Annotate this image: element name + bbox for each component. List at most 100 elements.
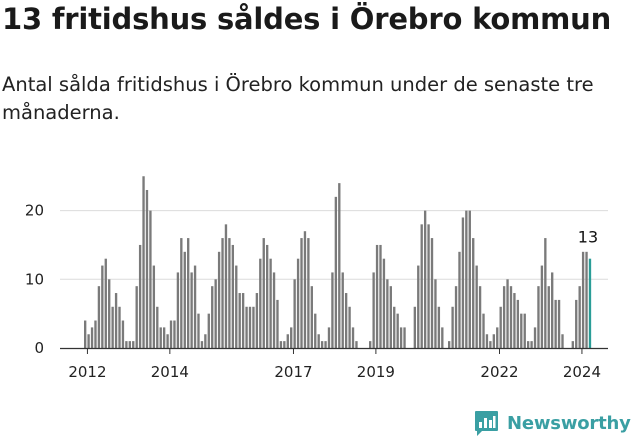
bar: [423, 210, 427, 348]
bar: [386, 279, 389, 348]
y-tick-label: 10: [25, 270, 44, 288]
bar: [396, 313, 399, 348]
bar: [496, 327, 499, 348]
bar: [87, 334, 90, 348]
bar: [266, 244, 269, 348]
bar: [427, 224, 430, 348]
bar: [152, 265, 156, 348]
bar: [403, 327, 406, 348]
bar: [262, 238, 265, 348]
bar: [114, 293, 118, 348]
bar: [204, 334, 207, 348]
bar: [441, 327, 444, 348]
bar: [585, 251, 588, 348]
bar: [193, 265, 197, 348]
bar: [554, 299, 557, 348]
bar: [320, 341, 324, 348]
bar: [187, 238, 190, 348]
bar: [166, 334, 169, 348]
bar: [485, 334, 489, 348]
bar: [458, 251, 461, 348]
bar: [578, 286, 581, 348]
bar: [372, 272, 375, 348]
bar: [492, 334, 495, 348]
bar: [108, 279, 111, 348]
bar: [348, 306, 351, 348]
bar: [197, 313, 200, 348]
bar: [499, 306, 502, 348]
bar: [468, 210, 471, 348]
bar: [413, 306, 417, 348]
bar: [324, 341, 327, 348]
bar: [544, 238, 547, 348]
page-subtitle: Antal sålda fritidshus i Örebro kommun u…: [2, 73, 594, 124]
bar: [118, 306, 121, 348]
bar: [472, 238, 475, 348]
bar: [461, 217, 465, 348]
bar: [509, 286, 513, 348]
bar: [276, 299, 279, 348]
bar: [327, 327, 331, 348]
bar: [221, 238, 224, 348]
bar: [523, 313, 526, 348]
bar: [369, 341, 372, 348]
bar: [128, 341, 131, 348]
bars: [84, 176, 592, 348]
bar: [241, 293, 245, 348]
bar: [169, 320, 173, 348]
bar: [310, 286, 313, 348]
bar: [417, 265, 420, 348]
bar: [307, 238, 310, 348]
bar: [231, 244, 235, 348]
bar: [290, 327, 293, 348]
bar: [334, 196, 338, 348]
bar: [448, 341, 451, 348]
bar: [379, 244, 382, 348]
bar: [176, 272, 180, 348]
bar: [506, 279, 509, 348]
bar: [138, 244, 142, 348]
bar: [300, 238, 303, 348]
bar: [331, 272, 334, 348]
bar: [420, 224, 423, 348]
x-tick-label: 2017: [274, 363, 312, 381]
bar: [344, 293, 348, 348]
bar: [111, 306, 114, 348]
bar: [272, 272, 276, 348]
bar: [159, 327, 162, 348]
x-axis-ticks: 2012 2014 2017 2019 2022 2024: [68, 349, 601, 381]
brand-name: Newsworthy: [507, 412, 631, 434]
y-tick-label: 20: [25, 202, 44, 220]
bar: [279, 341, 283, 348]
bar-latest: [588, 258, 592, 348]
bar: [437, 306, 441, 348]
y-axis-ticks: 0 10 20: [25, 202, 44, 357]
bar: [149, 210, 152, 348]
bar: [248, 306, 252, 348]
bar: [451, 306, 454, 348]
x-tick-label: 2022: [480, 363, 518, 381]
bar: [121, 320, 125, 348]
newsworthy-logo-icon: [475, 410, 498, 436]
bar: [547, 286, 550, 348]
bar: [145, 189, 149, 348]
bar: [180, 238, 183, 348]
bar: [173, 320, 176, 348]
bar: [211, 286, 214, 348]
bar: [533, 327, 537, 348]
bar: [489, 341, 492, 348]
x-tick-label: 2012: [68, 363, 106, 381]
bar: [393, 306, 396, 348]
bar: [283, 341, 286, 348]
bar: [293, 279, 296, 348]
bar: [245, 306, 248, 348]
bar: [454, 286, 458, 348]
bar: [581, 251, 585, 348]
bar: [190, 272, 193, 348]
bar: [200, 341, 204, 348]
bar: [125, 341, 128, 348]
bar: [238, 293, 241, 348]
bar: [224, 224, 228, 348]
bar: [389, 286, 392, 348]
page-title: 13 fritidshus såldes i Örebro kommun: [2, 2, 612, 36]
